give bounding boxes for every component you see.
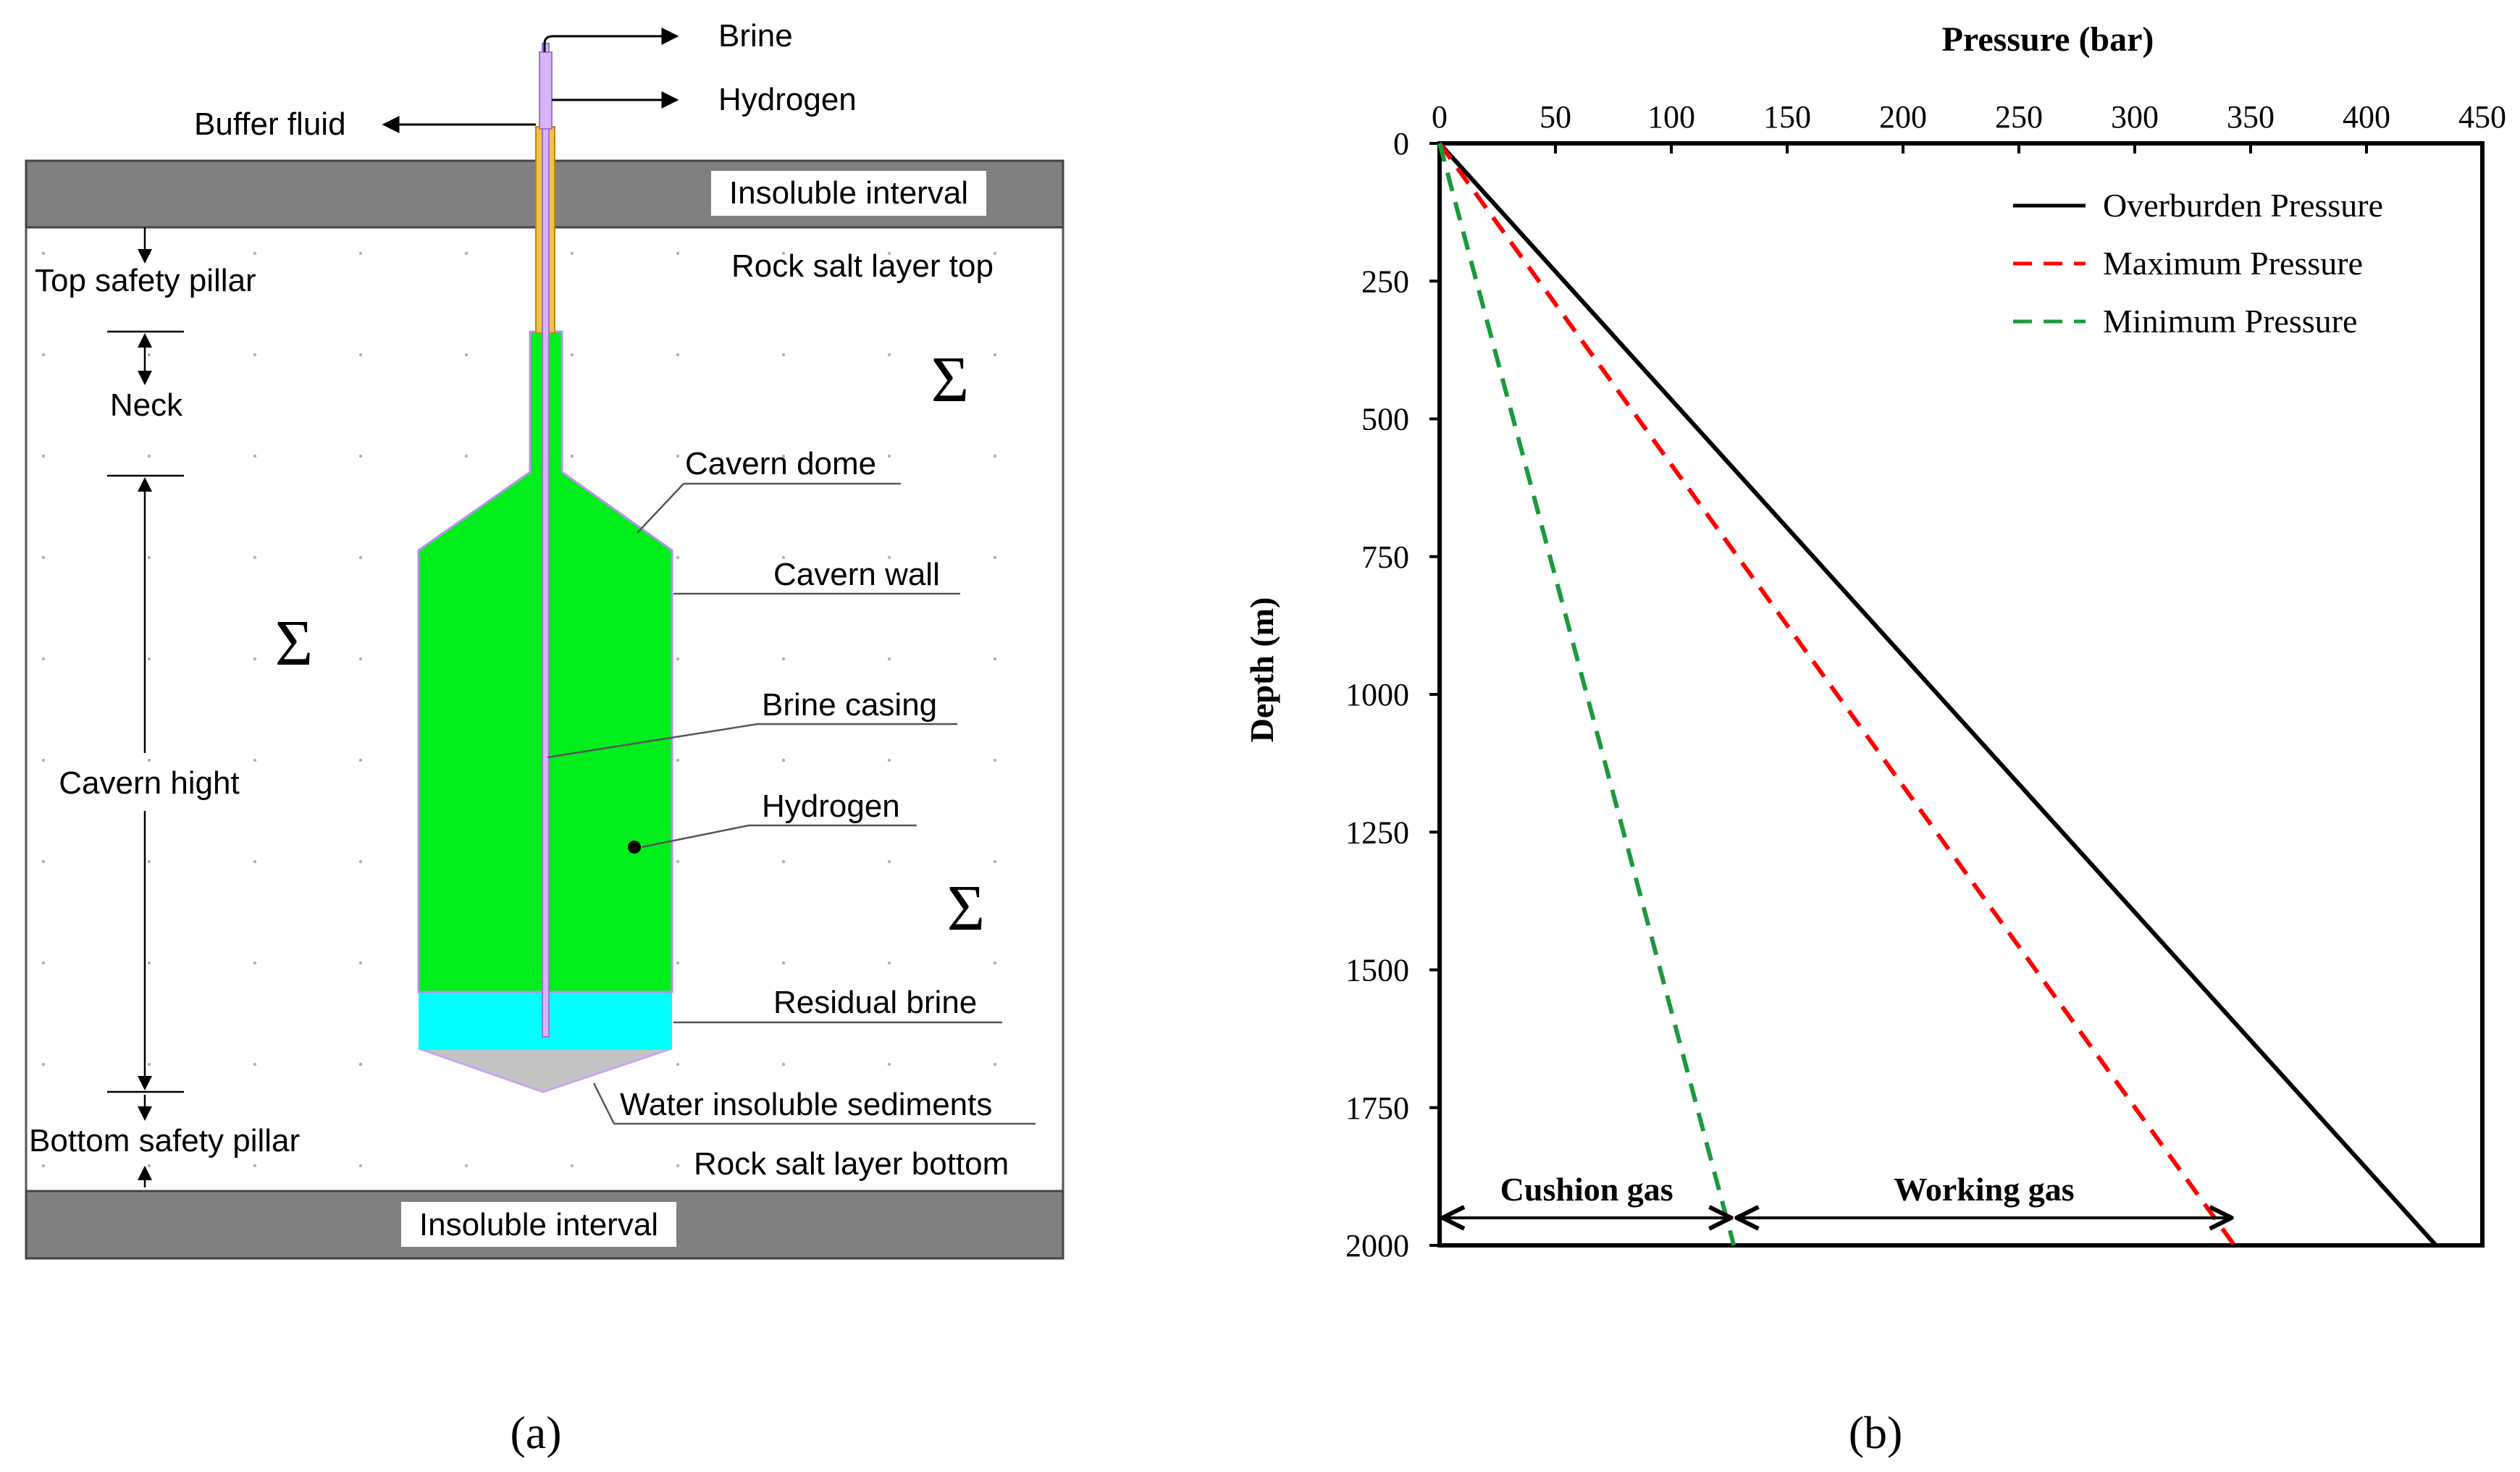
- cavern-wall-label: Cavern wall: [773, 557, 940, 592]
- brine-pipe-label: Brine: [718, 18, 793, 54]
- hydrogen-leader: [641, 824, 749, 849]
- series-line-overburden-pressure: [1437, 141, 2438, 1248]
- bottom-pillar-label: Bottom safety pillar: [29, 1123, 300, 1158]
- hydrogen-dot: [628, 841, 641, 854]
- brine-casing-label: Brine casing: [762, 687, 937, 723]
- hydrogen-callout-label: Hydrogen: [762, 788, 900, 824]
- hydrogen-pipe-label: Hydrogen: [718, 82, 857, 117]
- y-tick-label: 500: [1361, 402, 1409, 437]
- y-tick-label: 0: [1393, 126, 1409, 161]
- x-tick-label: 300: [2111, 99, 2159, 135]
- y-tick-label: 250: [1361, 264, 1409, 299]
- top-interval-label: Insoluble interval: [729, 175, 968, 211]
- y-tick-label: 750: [1361, 539, 1409, 575]
- x-tick-label: 450: [2458, 99, 2506, 135]
- legend-label: Maximum Pressure: [2103, 245, 2363, 282]
- y-tick-label: 2000: [1345, 1228, 1409, 1263]
- chart-x-axis-title: Pressure (bar): [1942, 20, 2154, 59]
- y-tick-label: 1750: [1345, 1090, 1409, 1126]
- residual-brine-label: Residual brine: [773, 985, 977, 1020]
- buffer-fluid-label: Buffer fluid: [194, 106, 346, 142]
- cavern-dome-leader: [637, 483, 684, 534]
- cavern-height-label: Cavern hight: [59, 765, 239, 801]
- legend-label: Minimum Pressure: [2103, 303, 2357, 340]
- y-tick-label: 1500: [1345, 953, 1409, 988]
- brine-pipe-line: [543, 28, 679, 52]
- annotation-label: Cushion gas: [1500, 1171, 1673, 1208]
- x-axis-ticks: 0 50 100 150 200 250 300 350 400 450: [1432, 99, 2506, 153]
- rock-salt-top-label: Rock salt layer top: [731, 248, 994, 284]
- bottom-interval-label: Insoluble interval: [419, 1207, 658, 1242]
- x-tick-label: 350: [2227, 99, 2275, 135]
- y-tick-label: 1000: [1345, 677, 1409, 712]
- x-tick-label: 0: [1432, 99, 1448, 135]
- x-tick-label: 200: [1879, 99, 1927, 135]
- top-pillar-label: Top safety pillar: [35, 263, 256, 298]
- series-line-maximum-pressure: [1437, 142, 2237, 1247]
- x-tick-label: 250: [1995, 99, 2043, 135]
- y-tick-label: 1250: [1345, 815, 1409, 850]
- sigma-symbol-2: Σ: [275, 607, 313, 679]
- neck-label: Neck: [110, 387, 183, 423]
- y-axis-ticks: 0 250 500 750 1000 1250 1500 1750 2000: [1345, 126, 1440, 1263]
- wellhead-top: [539, 51, 553, 130]
- sigma-symbol-1: Σ: [931, 344, 969, 416]
- annotation-label: Working gas: [1894, 1171, 2074, 1208]
- bottom-interval-label-box: [401, 1202, 676, 1247]
- x-tick-label: 50: [1540, 99, 1571, 135]
- cavern-dome-label: Cavern dome: [685, 446, 876, 481]
- sediment-label: Water insoluble sediments: [620, 1087, 992, 1122]
- series-line-minimum-pressure: [1437, 143, 1736, 1246]
- rock-salt-bottom-label: Rock salt layer bottom: [694, 1146, 1009, 1182]
- gas-annotations: Cushion gas Working gas: [1442, 1171, 2232, 1218]
- series-lines: [1437, 141, 2438, 1248]
- x-tick-label: 100: [1647, 99, 1695, 135]
- chart-y-axis-title: Depth (m): [1243, 597, 1280, 743]
- chart-legend: Overburden Pressure Maximum Pressure Minim…: [2013, 187, 2383, 340]
- x-tick-label: 150: [1763, 99, 1811, 135]
- brine-casing-pipe: [542, 43, 550, 1038]
- x-tick-label: 400: [2343, 99, 2390, 135]
- sediment-leader: [592, 1082, 616, 1124]
- pressure-depth-chart: Pressure (bar) Depth (m) 0 50 100 150 200 250…: [1243, 20, 2506, 1458]
- top-interval-label-box: [711, 171, 986, 216]
- sigma-symbol-3: Σ: [947, 872, 985, 944]
- panel-b-label: (b): [1849, 1407, 1903, 1458]
- panel-a-label: (a): [510, 1407, 561, 1458]
- brine-casing-leader: [547, 723, 758, 759]
- legend-label: Overburden Pressure: [2103, 187, 2383, 224]
- cavern-schematic: Insoluble interval Insoluble interval Ro…: [25, 18, 1064, 1458]
